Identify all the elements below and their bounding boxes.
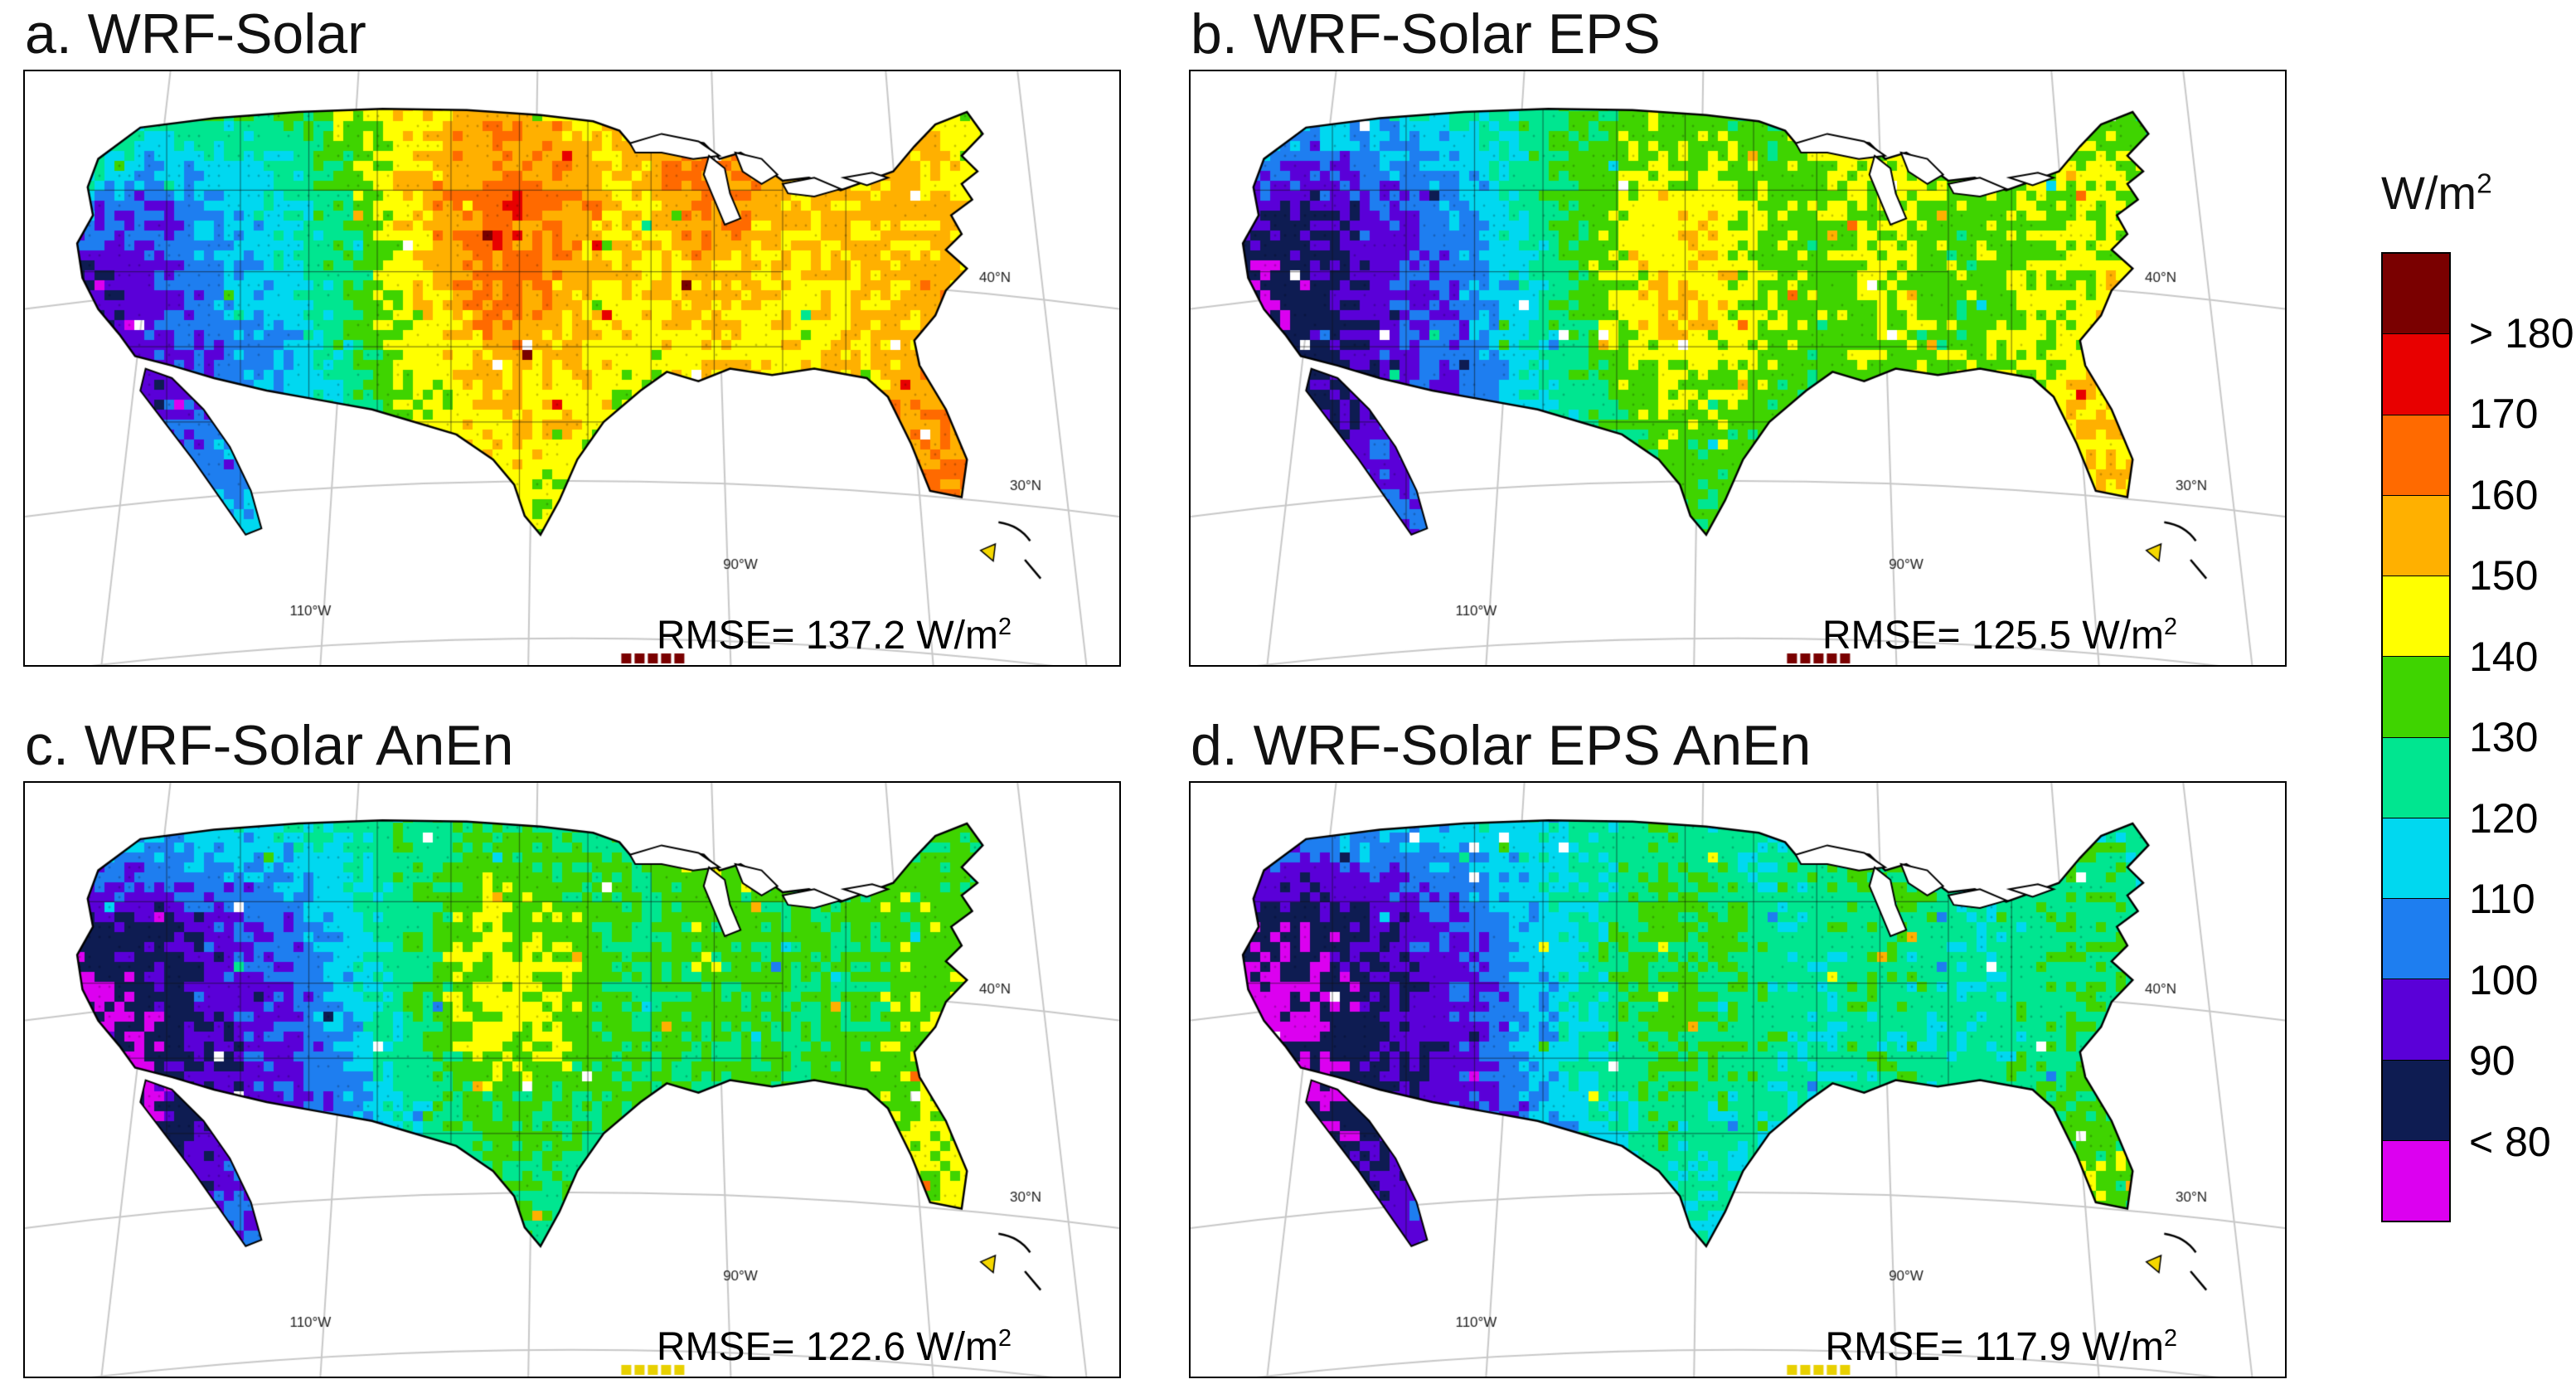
colorbar-tick-label: 140 xyxy=(2469,633,2539,680)
colorbar-tick-label: 150 xyxy=(2469,552,2539,599)
rmse-label-b: RMSE= 125.5 W/m2 xyxy=(1822,613,2177,658)
panel-c-title: c. WRF-Solar AnEn xyxy=(25,714,514,777)
panel-d-title: d. WRF-Solar EPS AnEn xyxy=(1191,714,1812,777)
map-canvas-d xyxy=(1191,783,2285,1377)
colorbar-tick-label: 170 xyxy=(2469,391,2539,437)
colorbar-cell xyxy=(2383,576,2449,657)
colorbar-tick-label: 120 xyxy=(2469,794,2539,842)
colorbar-unit-sup: 2 xyxy=(2477,168,2492,200)
rmse-sup-c: 2 xyxy=(997,1325,1011,1352)
colorbar-cell xyxy=(2383,1139,2449,1221)
rmse-text-b: RMSE= 125.5 W/m xyxy=(1822,614,2164,658)
panel-a-map: RMSE= 137.2 W/m2 xyxy=(23,70,1121,667)
panel-b-title: b. WRF-Solar EPS xyxy=(1191,2,1661,66)
colorbar: > 180 170 160 150 140 130 120 110 100 90 < 80 xyxy=(2381,252,2574,1222)
colorbar-tick-label: > 180 xyxy=(2469,309,2574,357)
rmse-label-a: RMSE= 137.2 W/m2 xyxy=(657,613,1011,658)
rmse-label-c: RMSE= 122.6 W/m2 xyxy=(657,1324,1011,1370)
panel-c-map: RMSE= 122.6 W/m2 xyxy=(23,781,1121,1378)
colorbar-tick-label: 100 xyxy=(2469,956,2539,1003)
colorbar-cell xyxy=(2383,254,2449,334)
colorbar-cell xyxy=(2383,414,2449,495)
panel-b-map: RMSE= 125.5 W/m2 xyxy=(1189,70,2287,667)
colorbar-cell xyxy=(2383,333,2449,415)
rmse-text-d: RMSE= 117.9 W/m xyxy=(1825,1325,2164,1369)
colorbar-cell xyxy=(2383,736,2449,818)
map-canvas-a xyxy=(25,71,1119,665)
rmse-text-a: RMSE= 137.2 W/m xyxy=(656,614,998,658)
colorbar-tick-label: 90 xyxy=(2469,1037,2515,1084)
colorbar-cell xyxy=(2383,1059,2449,1140)
colorbar-cell xyxy=(2383,817,2449,898)
colorbar-cell xyxy=(2383,656,2449,737)
rmse-text-c: RMSE= 122.6 W/m xyxy=(656,1325,998,1369)
rmse-label-d: RMSE= 117.9 W/m2 xyxy=(1825,1324,2177,1370)
colorbar-cells xyxy=(2381,252,2451,1222)
panel-d-map: RMSE= 117.9 W/m2 xyxy=(1189,781,2287,1378)
rmse-sup-b: 2 xyxy=(2163,614,2177,640)
rmse-sup-a: 2 xyxy=(997,614,1011,640)
colorbar-cell xyxy=(2383,898,2449,979)
colorbar-unit-label: W/m2 xyxy=(2381,166,2492,220)
colorbar-cell xyxy=(2383,494,2449,576)
map-canvas-b xyxy=(1191,71,2285,665)
rmse-sup-d: 2 xyxy=(2163,1325,2177,1352)
map-canvas-c xyxy=(25,783,1119,1377)
colorbar-tick-label: 110 xyxy=(2469,876,2535,922)
colorbar-tick-label: 160 xyxy=(2469,471,2539,518)
colorbar-unit-text: W/m xyxy=(2381,167,2477,219)
colorbar-tick-label: 130 xyxy=(2469,714,2539,760)
colorbar-tick-label: < 80 xyxy=(2469,1118,2551,1165)
colorbar-cell xyxy=(2383,979,2449,1060)
colorbar-labels: > 180 170 160 150 140 130 120 110 100 90 < 80 xyxy=(2469,252,2576,1222)
panel-a-title: a. WRF-Solar xyxy=(25,2,366,66)
